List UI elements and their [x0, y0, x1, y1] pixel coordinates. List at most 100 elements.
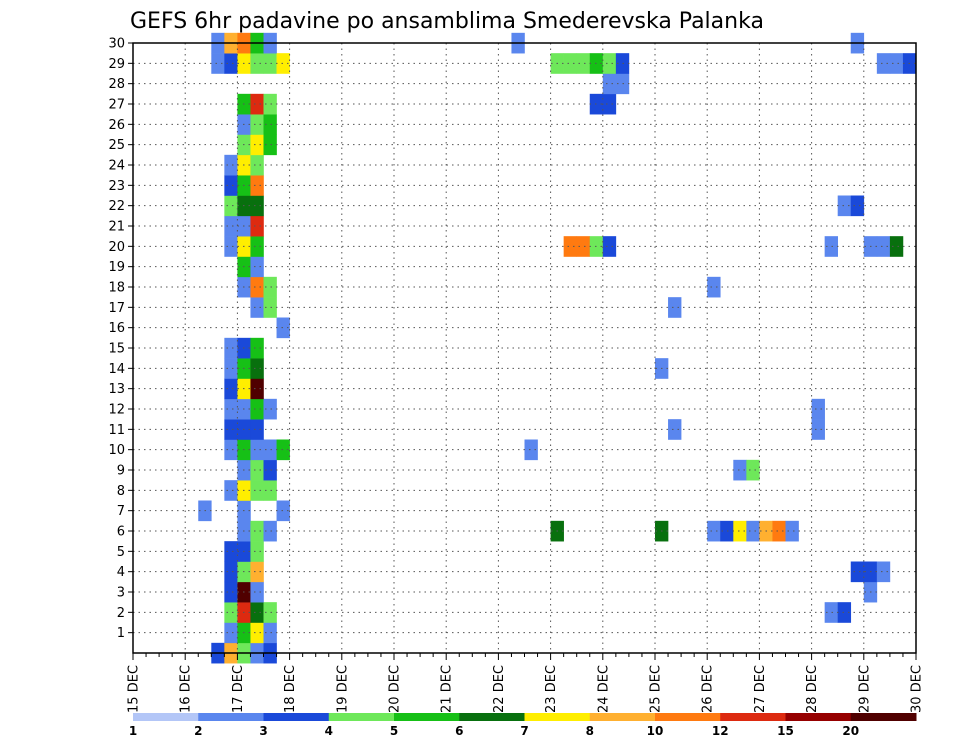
- heatmap-cell: [211, 53, 225, 74]
- heatmap-cell: [224, 398, 238, 420]
- legend-label: 6: [455, 724, 463, 738]
- heatmap-cell: [276, 439, 290, 461]
- heatmap-cell: [224, 541, 238, 562]
- heatmap-cell: [263, 520, 277, 542]
- x-tick-label: 21 DEC: [440, 665, 455, 713]
- y-tick-label: 19: [108, 260, 125, 275]
- heatmap-cell: [263, 134, 277, 156]
- grid-lines: [133, 42, 916, 653]
- x-tick-label: 29 DEC: [857, 665, 872, 713]
- y-tick-label: 28: [108, 77, 125, 92]
- heatmap-cell: [250, 215, 264, 237]
- heatmap-cell: [720, 520, 734, 542]
- heatmap-cell: [563, 236, 577, 257]
- x-axis: 15 DEC 16 DEC 17 DEC 18 DEC 19 DEC 20 DEC 21 D…: [127, 653, 925, 713]
- legend-label: 7: [520, 724, 528, 738]
- heatmap-cell: [276, 317, 290, 339]
- heatmap-cell: [224, 53, 238, 74]
- heatmap-cell: [850, 561, 865, 583]
- legend-swatch: [198, 713, 264, 721]
- heatmap-cell: [224, 154, 238, 176]
- heatmap-cell: [524, 439, 538, 461]
- heatmap-cell: [250, 236, 264, 257]
- legend-swatch: [720, 713, 786, 721]
- heatmap-cell: [224, 622, 238, 644]
- y-tick-label: 2: [117, 606, 125, 621]
- heatmap-cell: [811, 419, 825, 440]
- heatmap-cell: [250, 93, 264, 115]
- y-tick-label: 22: [108, 199, 125, 214]
- heatmap-cell: [707, 276, 721, 298]
- x-tick-label: 25 DEC: [649, 665, 664, 713]
- heatmap-cell: [250, 358, 264, 379]
- heatmap-cell: [876, 53, 891, 74]
- y-tick-label: 23: [108, 179, 125, 194]
- heatmap-cell: [733, 520, 747, 542]
- heatmap-cell: [250, 53, 264, 74]
- heatmap-cell: [224, 358, 238, 379]
- heatmap-cell: [224, 236, 238, 257]
- heatmap-cell: [707, 520, 721, 542]
- y-tick-label: 4: [117, 565, 125, 580]
- legend-label: 4: [325, 724, 333, 738]
- y-tick-label: 27: [108, 98, 125, 113]
- heatmap-cell: [250, 276, 264, 298]
- legend-swatch: [459, 713, 525, 721]
- heatmap-cell: [602, 53, 617, 74]
- legend-label: 2: [194, 724, 202, 738]
- heatmap-cell: [876, 561, 891, 583]
- heatmap-cell: [785, 520, 799, 542]
- heatmap-cell: [250, 378, 264, 400]
- y-tick-label: 29: [108, 57, 125, 72]
- y-tick-label: 17: [108, 301, 125, 316]
- legend-swatch: [394, 713, 460, 721]
- heatmap-cell: [250, 154, 264, 176]
- legend-label: 8: [586, 724, 594, 738]
- heatmap-cell: [250, 114, 264, 135]
- legend-label: 10: [647, 724, 664, 738]
- y-tick-label: 10: [108, 443, 125, 458]
- x-tick-label: 15 DEC: [127, 665, 142, 713]
- heatmap-cell: [263, 459, 277, 481]
- legend-label: 20: [842, 724, 859, 738]
- heatmap-cell: [250, 480, 264, 501]
- x-tick-label: 24 DEC: [596, 665, 611, 713]
- heatmap-cell: [837, 602, 852, 623]
- y-tick-label: 1: [117, 626, 125, 641]
- legend-label: 12: [712, 724, 729, 738]
- heatmap-cell: [250, 541, 264, 562]
- y-tick-label: 24: [108, 159, 125, 174]
- y-tick-label: 14: [108, 362, 125, 377]
- x-tick-label: 18 DEC: [283, 665, 298, 713]
- y-axis: 1234567891011121314151617181920212223242…: [108, 37, 133, 641]
- heatmap-cell: [563, 53, 577, 74]
- y-tick-label: 15: [108, 342, 125, 357]
- heatmap-cell: [250, 398, 264, 420]
- heatmap-cell: [263, 297, 277, 318]
- y-tick-label: 13: [108, 382, 125, 397]
- heatmap-cell: [733, 459, 747, 481]
- legend-label: 5: [390, 724, 398, 738]
- heatmap-cell: [276, 53, 290, 74]
- heatmap-cell: [668, 419, 682, 440]
- heatmap-cell: [224, 419, 238, 440]
- heatmap-cell: [263, 602, 277, 623]
- heatmap-cell: [250, 459, 264, 481]
- heatmap-cell: [224, 215, 238, 237]
- heatmap-cell: [263, 622, 277, 644]
- legend-swatch: [850, 713, 917, 721]
- heatmap-cell: [250, 195, 264, 217]
- heatmap-cell: [250, 419, 264, 440]
- y-tick-label: 7: [117, 504, 125, 519]
- heatmap-cell: [263, 53, 277, 74]
- legend-swatch: [785, 713, 852, 721]
- heatmap-cell: [224, 480, 238, 501]
- y-tick-label: 5: [117, 545, 125, 560]
- heatmap-cell: [746, 520, 760, 542]
- legend-swatch: [133, 713, 199, 721]
- heatmap-cell: [250, 622, 264, 644]
- x-tick-label: 16 DEC: [179, 665, 194, 713]
- legend-label: 1: [129, 724, 137, 738]
- x-tick-label: 26 DEC: [701, 665, 716, 713]
